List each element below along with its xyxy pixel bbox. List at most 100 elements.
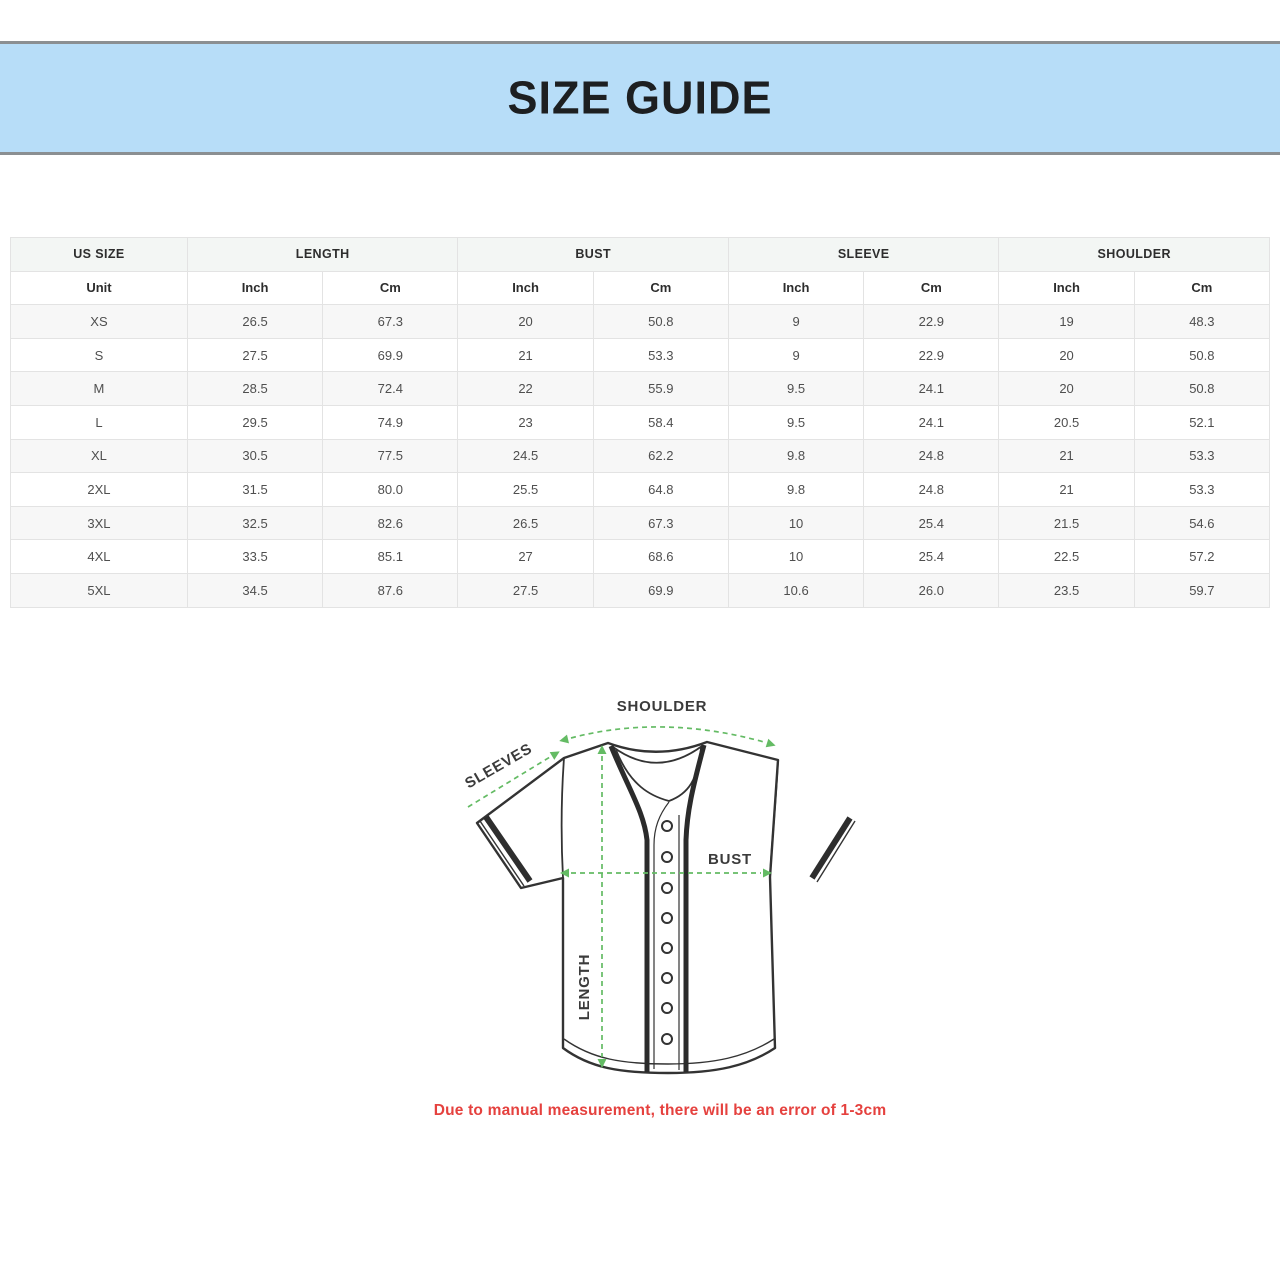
right-cuff-edge-line: [816, 820, 856, 883]
size-label-cell: XS: [10, 304, 188, 339]
measurement-cell: 80.0: [322, 472, 459, 507]
unit-header-cell: Cm: [1133, 270, 1271, 306]
jersey-measurement-diagram: SHOULDER SLEEVES BUST LENGTH: [440, 690, 880, 1090]
measurement-cell: 21: [457, 337, 594, 373]
measurement-cell: 23: [457, 404, 594, 440]
measurement-cell: 10: [727, 505, 865, 541]
measurement-cell: 34.5: [186, 572, 324, 608]
measurement-cell: 58.4: [592, 404, 729, 440]
placket-piping-left: [608, 745, 650, 1072]
shoulder-measure-arc: [570, 726, 765, 743]
measurement-cell: 22.9: [863, 337, 1000, 373]
measurement-cell: 20: [457, 304, 594, 339]
measurement-cell: 55.9: [592, 371, 729, 406]
size-table: US SIZE LENGTH BUST SLEEVE SHOULDER Unit Inch…: [10, 237, 1271, 608]
size-row-2xl: 2XL 31.5 80.0 25.5 64.8 9.8 24.8 21 53.3: [10, 472, 1271, 507]
size-row-4xl: 4XL 33.5 85.1 27 68.6 10 25.4 22.5 57.2: [10, 539, 1271, 574]
measurement-cell: 9: [727, 337, 865, 373]
column-group-header: SHOULDER: [998, 237, 1270, 272]
measurement-cell: 21: [998, 472, 1135, 507]
measurement-cell: 25.4: [863, 539, 1000, 574]
size-label-cell: L: [10, 404, 188, 440]
size-label-cell: 5XL: [10, 572, 188, 608]
measurement-cell: 20: [998, 337, 1135, 373]
measurement-cell: 31.5: [186, 472, 324, 507]
column-group-header: BUST: [457, 237, 729, 272]
size-row-5xl: 5XL 34.5 87.6 27.5 69.9 10.6 26.0 23.5 59.7: [10, 572, 1271, 608]
unit-header-cell: Inch: [727, 270, 865, 306]
measurement-cell: 10: [727, 539, 865, 574]
left-cuff-edge-line: [479, 820, 525, 887]
measurement-cell: 59.7: [1133, 572, 1271, 608]
measurement-cell: 48.3: [1133, 304, 1271, 339]
unit-header-cell: Inch: [186, 270, 324, 306]
measurement-cell: 26.0: [863, 572, 1000, 608]
measurement-cell: 24.8: [863, 472, 1000, 507]
size-label-cell: XL: [10, 438, 188, 474]
measurement-cell: 19: [998, 304, 1135, 339]
measurement-cell: 85.1: [322, 539, 459, 574]
table-unit-header-row: Unit Inch Cm Inch Cm Inch Cm Inch Cm: [10, 270, 1271, 306]
measurement-cell: 67.3: [322, 304, 459, 339]
measurement-cell: 21.5: [998, 505, 1135, 541]
measurement-cell: 28.5: [186, 371, 324, 406]
measurement-cell: 50.8: [1133, 337, 1271, 373]
measurement-cell: 26.5: [186, 304, 324, 339]
table-body: XS 26.5 67.3 20 50.8 9 22.9 19 48.3 S 27.5 69.9 21 53…: [10, 304, 1271, 608]
measurement-error-note: Due to manual measurement, there will be…: [433, 1102, 887, 1119]
measurement-cell: 9.5: [727, 371, 865, 406]
measurement-cell: 64.8: [592, 472, 729, 507]
jersey-outline: [475, 740, 780, 1075]
collar-back-arc: [612, 745, 703, 764]
left-cuff-stripe: [483, 815, 533, 883]
measurement-cell: 21: [998, 438, 1135, 474]
measurement-cell: 68.6: [592, 539, 729, 574]
size-label-cell: 4XL: [10, 539, 188, 574]
measurement-cell: 22.9: [863, 304, 1000, 339]
measurement-cell: 30.5: [186, 438, 324, 474]
measurement-cell: 53.3: [1133, 472, 1271, 507]
right-cuff-stripe: [809, 816, 853, 880]
placket-inner-line-left: [653, 801, 670, 1069]
shoulder-label: SHOULDER: [617, 698, 708, 715]
page-title: SIZE GUIDE: [507, 70, 773, 124]
measurement-cell: 20: [998, 371, 1135, 406]
placket-piping-right: [683, 744, 707, 1072]
measurement-cell: 29.5: [186, 404, 324, 440]
size-label-cell: 3XL: [10, 505, 188, 541]
unit-header-cell: Cm: [863, 270, 1000, 306]
size-row-xl: XL 30.5 77.5 24.5 62.2 9.8 24.8 21 53.3: [10, 438, 1271, 474]
unit-header-cell: Cm: [592, 270, 729, 306]
measurement-cell: 74.9: [322, 404, 459, 440]
measurement-cell: 25.4: [863, 505, 1000, 541]
measurement-cell: 69.9: [322, 337, 459, 373]
measurement-cell: 20.5: [998, 404, 1135, 440]
measurement-cell: 10.6: [727, 572, 865, 608]
unit-header-cell: Inch: [998, 270, 1135, 306]
column-group-header: SLEEVE: [727, 237, 1000, 272]
size-row-3xl: 3XL 32.5 82.6 26.5 67.3 10 25.4 21.5 54.6: [10, 505, 1271, 541]
size-label-cell: 2XL: [10, 472, 188, 507]
column-group-header: US SIZE: [10, 237, 188, 272]
measurement-cell: 33.5: [186, 539, 324, 574]
right-sleeve-seam: [769, 759, 779, 878]
measurement-cell: 82.6: [322, 505, 459, 541]
hem-inner-line: [563, 1038, 775, 1065]
size-table-container: US SIZE LENGTH BUST SLEEVE SHOULDER Unit Inch…: [10, 237, 1271, 608]
sleeves-measure-line: [467, 756, 551, 808]
measurement-cell: 9: [727, 304, 865, 339]
length-label: LENGTH: [576, 954, 593, 1020]
measurement-cell: 50.8: [592, 304, 729, 339]
size-label-cell: M: [10, 371, 188, 406]
table-group-header-row: US SIZE LENGTH BUST SLEEVE SHOULDER: [10, 237, 1270, 272]
measurement-cell: 77.5: [322, 438, 459, 474]
measurement-cell: 22.5: [998, 539, 1135, 574]
measurement-cell: 27.5: [186, 337, 324, 373]
measurement-cell: 24.8: [863, 438, 1000, 474]
measurement-cell: 72.4: [322, 371, 459, 406]
measurement-cell: 24.5: [457, 438, 594, 474]
measurement-cell: 27: [457, 539, 594, 574]
measurement-cell: 9.5: [727, 404, 865, 440]
size-row-l: L 29.5 74.9 23 58.4 9.5 24.1 20.5 52.1: [10, 404, 1271, 440]
measurement-cell: 67.3: [592, 505, 729, 541]
